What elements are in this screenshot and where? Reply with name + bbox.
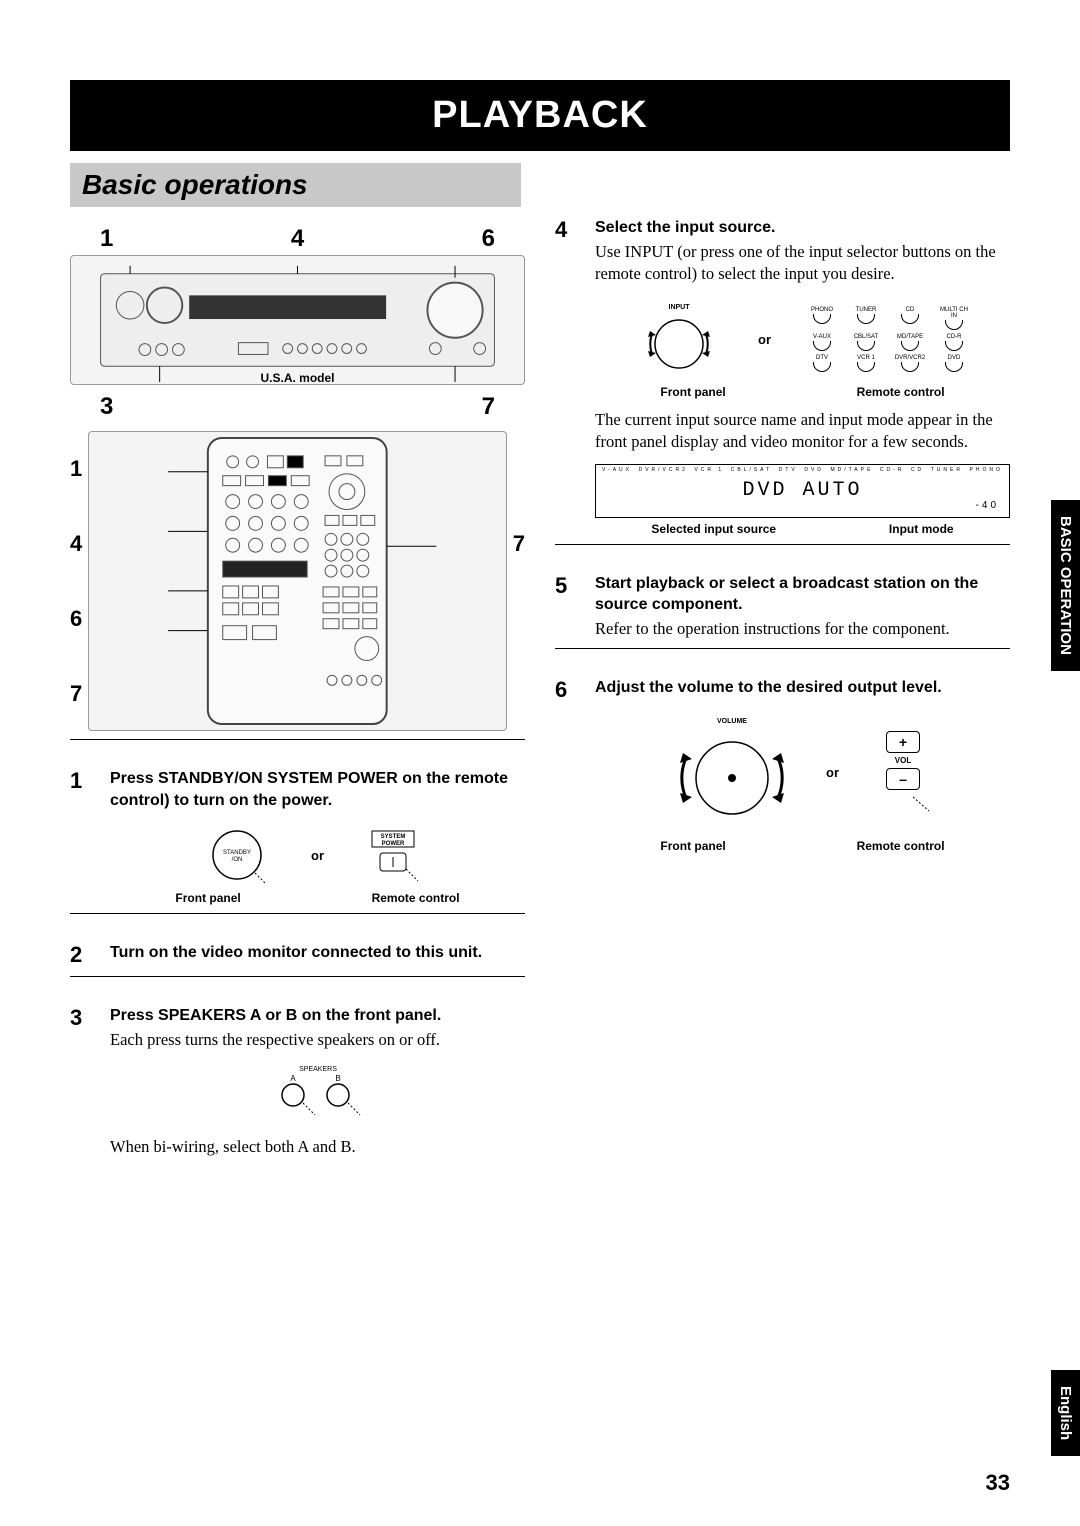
side-tab-operation: BASIC OPERATION [1051, 500, 1080, 671]
remote-left-callouts: 1 4 6 7 [70, 431, 82, 731]
display-text: DVD AUTO [742, 479, 862, 502]
step-title: Turn on the video monitor connected to t… [110, 942, 525, 964]
callout-num: 7 [70, 681, 82, 707]
step-title: Start playback or select a broadcast sta… [595, 573, 1010, 616]
svg-text:A: A [290, 1074, 296, 1083]
svg-text:/ON: /ON [232, 857, 243, 863]
callout-num: 6 [70, 606, 82, 632]
or-label: or [758, 332, 771, 347]
callout-num: 1 [70, 456, 82, 482]
step-number: 6 [555, 677, 579, 853]
device-bottom-callouts: 3 7 [70, 393, 525, 421]
step-title: Press STANDBY/ON SYSTEM POWER on the rem… [110, 768, 525, 811]
svg-text:STANDBY: STANDBY [223, 850, 251, 856]
receiver-front-panel-diagram: U.S.A. model [70, 255, 525, 385]
caption-front-panel: Front panel [175, 891, 240, 905]
or-label: or [826, 765, 839, 780]
step-number: 5 [555, 573, 579, 640]
callout-num: 7 [513, 531, 525, 557]
volume-down-button: – [886, 768, 920, 790]
content-columns: 1 4 6 [70, 217, 1010, 1162]
step1-diagram: STANDBY /ON or SYSTEM POWER [110, 825, 525, 885]
step-title: Press SPEAKERS A or B on the front panel… [110, 1005, 525, 1027]
volume-knob-icon: VOLUME [672, 713, 792, 833]
caption-front-panel: Front panel [660, 385, 725, 399]
svg-text:B: B [335, 1074, 340, 1083]
page-title: PLAYBACK [70, 80, 1010, 151]
step-note: When bi-wiring, select both A and B. [110, 1136, 525, 1158]
step-3: 3 Press SPEAKERS A or B on the front pan… [70, 995, 525, 1158]
left-column: 1 4 6 [70, 217, 525, 1162]
caption-front-panel: Front panel [660, 839, 725, 853]
svg-text:SYSTEM: SYSTEM [381, 834, 406, 840]
input-knob-icon: INPUT [634, 299, 724, 379]
caption-remote-control: Remote control [857, 385, 945, 399]
step-text: Use INPUT (or press one of the input sel… [595, 241, 1010, 286]
svg-text:POWER: POWER [382, 841, 405, 847]
callout-num: 4 [291, 225, 304, 253]
step6-volume-diagram: VOLUME or + VOL – [595, 713, 1010, 833]
step-number: 3 [70, 1005, 94, 1158]
step-after-text: The current input source name and input … [595, 409, 1010, 454]
standby-button-icon: STANDBY /ON [207, 825, 277, 885]
step-2: 2 Turn on the video monitor connected to… [70, 932, 525, 968]
or-label: or [311, 848, 324, 863]
callout-num: 4 [70, 531, 82, 557]
system-power-icon: SYSTEM POWER [358, 825, 428, 885]
device-top-callouts: 1 4 6 [70, 225, 525, 253]
display-source-labels: V-AUX DVR/VCR2 VCR 1 CBL/SAT DTV DVD MD/… [602, 467, 1003, 473]
step-text: Each press turns the respective speakers… [110, 1029, 525, 1051]
volume-remote-buttons: + VOL – [873, 728, 933, 818]
remote-diagram-wrap: 1 4 6 7 [70, 431, 525, 731]
caption-remote-control: Remote control [372, 891, 460, 905]
caption-selected-input: Selected input source [651, 522, 776, 536]
caption-remote-control: Remote control [857, 839, 945, 853]
remote-right-callouts: . 7 . . [513, 431, 525, 731]
callout-num: 1 [100, 225, 113, 253]
volume-up-button: + [886, 731, 920, 753]
svg-text:VOLUME: VOLUME [717, 718, 747, 725]
step-number: 1 [70, 768, 94, 905]
model-label: U.S.A. model [71, 371, 524, 385]
speakers-diagram: SPEAKERS A B [110, 1061, 525, 1126]
step-title: Select the input source. [595, 217, 1010, 239]
page-number: 33 [986, 1470, 1010, 1496]
svg-text:SPEAKERS: SPEAKERS [299, 1066, 337, 1073]
step-number: 4 [555, 217, 579, 536]
section-subtitle: Basic operations [70, 163, 521, 207]
step-number: 2 [70, 942, 94, 968]
step-1: 1 Press STANDBY/ON SYSTEM POWER on the r… [70, 758, 525, 905]
remote-control-diagram [88, 431, 507, 731]
step4-input-diagram: INPUT or PHONO TUNER CD MULTI [595, 299, 1010, 379]
callout-num: 3 [100, 393, 113, 421]
volume-readout: -40 [976, 500, 999, 511]
right-column: 4 Select the input source. Use INPUT (or… [555, 217, 1010, 1162]
svg-text:INPUT: INPUT [669, 304, 691, 311]
step-6: 6 Adjust the volume to the desired outpu… [555, 667, 1010, 853]
vol-label: VOL [873, 756, 933, 765]
step-4: 4 Select the input source. Use INPUT (or… [555, 217, 1010, 536]
step-title: Adjust the volume to the desired output … [595, 677, 1010, 699]
step-5: 5 Start playback or select a broadcast s… [555, 563, 1010, 640]
step-text: Refer to the operation instructions for … [595, 618, 1010, 640]
caption-input-mode: Input mode [889, 522, 954, 536]
front-panel-display: V-AUX DVR/VCR2 VCR 1 CBL/SAT DTV DVD MD/… [595, 464, 1010, 518]
callout-num: 6 [482, 225, 495, 253]
callout-num: 7 [482, 393, 495, 421]
side-tab-english: English [1051, 1370, 1080, 1456]
input-selector-buttons: PHONO TUNER CD MULTI CH IN V-AUX CBL/SAT… [805, 307, 971, 372]
